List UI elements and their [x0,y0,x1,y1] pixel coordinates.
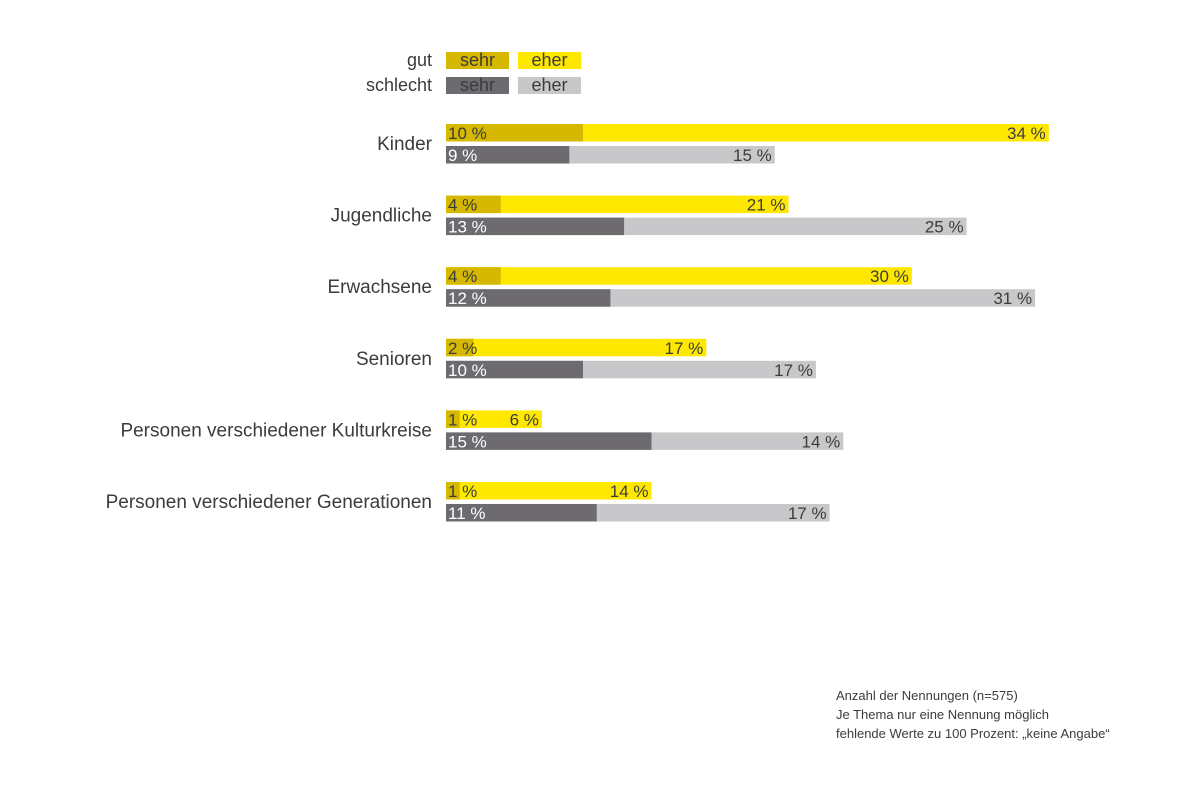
footnote-line: Anzahl der Nennungen (n=575) [836,688,1018,703]
data-label: 31 % [993,289,1032,308]
legend-item-label: eher [531,75,567,95]
bar-gut-eher [446,195,789,214]
data-label: 10 % [448,124,487,143]
legend-swatch [446,77,509,94]
data-label: 13 % [448,218,487,237]
data-label: 34 % [1007,124,1046,143]
data-label: 14 % [802,432,841,451]
data-label: 1 % [448,410,477,429]
footnote-line: fehlende Werte zu 100 Prozent: „keine An… [836,726,1110,741]
data-label: 17 % [665,339,704,358]
bar-gut-sehr [446,124,583,142]
data-label: 15 % [448,432,487,451]
bar-gut-eher [446,410,542,428]
data-label: 17 % [788,504,827,523]
category-label: Senioren [356,349,432,370]
category-label: Kinder [377,134,433,155]
footnote: Anzahl der Nennungen (n=575) Je Thema nu… [836,686,1110,743]
data-label: 12 % [448,289,487,308]
data-label: 4 % [448,267,477,286]
category-label: Jugendliche [331,206,432,227]
data-label: 30 % [870,267,909,286]
category-label: Personen verschiedener Generationen [106,492,432,513]
legend-item-label: eher [531,50,567,70]
bar-schlecht-sehr [446,360,583,379]
data-label: 21 % [747,196,786,215]
legend-item-label: sehr [460,50,495,70]
bar-schlecht-sehr [446,504,597,522]
bar-gut-eher [446,124,1049,142]
data-label: 6 % [510,410,539,429]
data-label: 9 % [448,146,477,165]
bar-schlecht-sehr [446,146,570,164]
data-label: 1 % [448,482,477,501]
bar-gut-sehr [446,338,474,357]
data-label: 2 % [448,339,477,358]
bar-gut-sehr [446,267,501,285]
data-label: 17 % [774,361,813,380]
bar-schlecht-sehr [446,217,625,236]
bar-gut-eher [446,482,652,500]
category-label: Erwachsene [327,277,432,298]
data-label: 15 % [733,146,772,165]
legend-item-label: sehr [460,75,495,95]
legend-group-label: gut [407,50,432,70]
legend-swatch [518,77,581,94]
legend-group-label: schlecht [366,75,432,95]
category-label: Personen verschiedener Kulturkreise [120,420,432,441]
data-label: 25 % [925,218,964,237]
legend-swatch [518,52,581,69]
bar-gut-sehr [446,410,460,428]
data-label: 11 % [448,504,486,523]
legend-swatch [446,52,509,69]
data-label: 4 % [448,196,477,215]
footnote-line: Je Thema nur eine Nennung möglich [836,707,1049,722]
bar-gut-sehr [446,195,501,214]
bar-schlecht-sehr [446,432,652,450]
data-label: 14 % [610,482,649,501]
bar-gut-sehr [446,482,460,500]
bar-schlecht-sehr [446,289,611,307]
bar-gut-eher [446,338,707,357]
bar-gut-eher [446,267,912,285]
data-label: 10 % [448,361,487,380]
